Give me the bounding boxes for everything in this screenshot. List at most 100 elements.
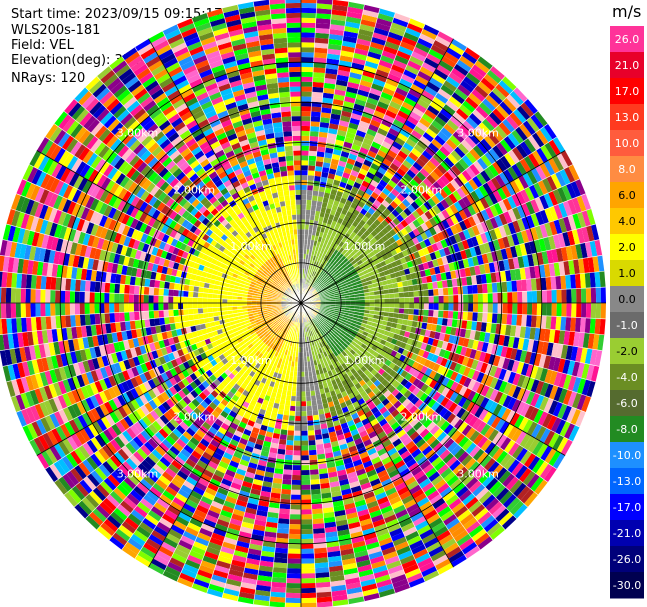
velocity-gate xyxy=(442,490,456,502)
velocity-gate xyxy=(344,332,351,338)
velocity-gate xyxy=(203,518,217,528)
velocity-gate xyxy=(450,415,461,427)
velocity-gate xyxy=(255,337,261,343)
velocity-gate xyxy=(218,460,229,470)
velocity-gate xyxy=(566,303,572,318)
velocity-gate xyxy=(20,303,26,318)
velocity-gate xyxy=(127,537,143,551)
velocity-gate xyxy=(330,358,336,365)
velocity-gate xyxy=(214,447,226,457)
velocity-gate xyxy=(276,323,282,329)
velocity-gate xyxy=(272,567,288,574)
velocity-gate xyxy=(177,371,186,381)
velocity-gate xyxy=(416,380,425,390)
velocity-gate xyxy=(319,473,329,480)
velocity-gate xyxy=(321,322,327,328)
velocity-gate xyxy=(374,574,391,584)
velocity-gate xyxy=(270,591,286,598)
velocity-gate xyxy=(347,403,355,411)
velocity-gate xyxy=(315,439,324,445)
velocity-gate xyxy=(263,350,269,357)
velocity-gate xyxy=(447,426,458,438)
velocity-gate xyxy=(582,332,590,349)
velocity-gate xyxy=(340,422,349,430)
velocity-gate xyxy=(235,359,242,366)
velocity-gate xyxy=(216,518,230,528)
velocity-gate xyxy=(337,334,344,340)
velocity-gate xyxy=(458,489,473,502)
velocity-gate xyxy=(503,335,510,347)
velocity-gate xyxy=(172,441,184,453)
velocity-gate xyxy=(285,592,301,599)
velocity-gate xyxy=(408,507,422,518)
velocity-gate xyxy=(287,314,292,319)
velocity-gate xyxy=(484,426,495,439)
velocity-gate xyxy=(326,541,340,548)
velocity-gate xyxy=(152,463,165,475)
velocity-gate xyxy=(553,386,563,402)
velocity-gate xyxy=(237,346,244,353)
velocity-gate xyxy=(245,558,261,566)
velocity-gate xyxy=(349,480,361,489)
velocity-gate xyxy=(416,363,424,372)
velocity-gate xyxy=(296,386,301,392)
velocity-gate xyxy=(465,427,477,440)
velocity-gate xyxy=(509,325,517,337)
velocity-gate xyxy=(264,339,270,346)
velocity-gate xyxy=(309,314,313,320)
velocity-gate xyxy=(349,526,363,534)
velocity-gate xyxy=(207,460,219,470)
velocity-gate xyxy=(398,550,413,561)
velocity-gate xyxy=(431,456,443,468)
velocity-gate xyxy=(288,543,301,549)
velocity-gate xyxy=(215,560,231,570)
velocity-gate xyxy=(290,504,301,510)
velocity-gate xyxy=(417,348,425,357)
velocity-gate xyxy=(311,312,316,317)
velocity-gate xyxy=(237,337,244,344)
velocity-gate xyxy=(281,314,286,319)
velocity-gate xyxy=(113,487,127,501)
velocity-gate xyxy=(281,424,289,431)
velocity-gate xyxy=(342,427,351,434)
velocity-gate xyxy=(79,314,86,327)
velocity-gate xyxy=(167,408,177,419)
velocity-gate xyxy=(387,417,397,427)
velocity-gate xyxy=(270,324,276,330)
velocity-gate xyxy=(465,496,479,510)
velocity-gate xyxy=(173,303,179,310)
velocity-gate xyxy=(513,482,527,498)
velocity-gate xyxy=(416,424,427,435)
velocity-gate xyxy=(468,480,482,494)
velocity-gate xyxy=(294,425,301,431)
velocity-gate xyxy=(190,490,203,501)
velocity-gate xyxy=(559,421,571,437)
velocity-gate xyxy=(527,455,541,471)
velocity-gate xyxy=(435,355,444,365)
velocity-gate xyxy=(154,357,162,367)
velocity-gate xyxy=(50,315,57,330)
velocity-gate xyxy=(279,331,284,338)
velocity-gate xyxy=(286,312,291,317)
velocity-gate xyxy=(316,343,321,349)
velocity-gate xyxy=(258,364,265,372)
velocity-gate xyxy=(137,418,149,430)
velocity-gate xyxy=(378,537,393,547)
velocity-gate xyxy=(271,487,282,494)
velocity-gate xyxy=(239,459,250,467)
velocity-gate xyxy=(280,429,288,436)
velocity-gate xyxy=(256,509,268,517)
velocity-gate xyxy=(227,303,233,307)
velocity-gate xyxy=(336,469,347,477)
velocity-gate xyxy=(511,360,520,373)
velocity-gate xyxy=(294,356,299,362)
velocity-gate xyxy=(10,287,17,303)
velocity-gate xyxy=(187,303,193,309)
velocity-gate xyxy=(283,322,288,328)
velocity-gate xyxy=(253,334,259,341)
velocity-gate xyxy=(327,315,333,319)
velocity-gate xyxy=(305,386,311,392)
velocity-gate xyxy=(292,321,295,327)
velocity-gate xyxy=(457,396,468,408)
velocity-gate xyxy=(80,399,91,413)
